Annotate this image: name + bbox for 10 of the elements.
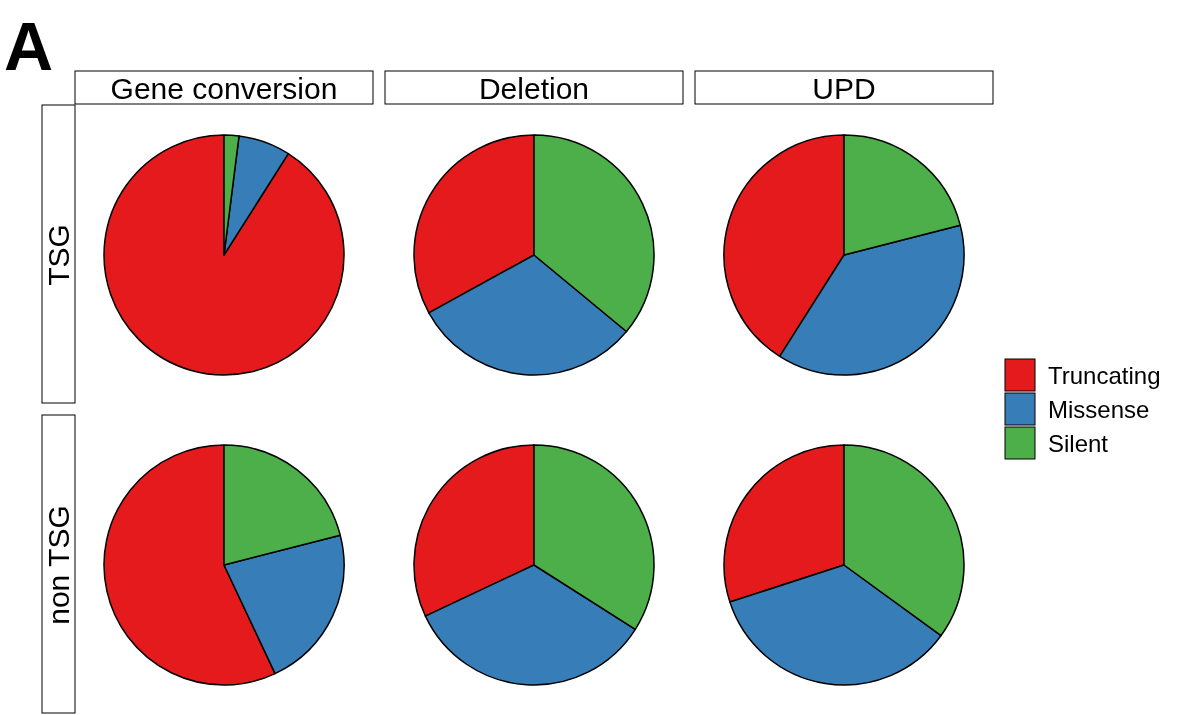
- text: TSG: [42, 224, 75, 286]
- legend-label: Missense: [1048, 396, 1150, 423]
- legend-label: Truncating: [1048, 362, 1161, 389]
- text: A: [4, 8, 54, 84]
- chart-title: UPD: [812, 72, 876, 105]
- legend-label: Silent: [1048, 430, 1109, 457]
- chart-title: Gene conversion: [110, 72, 338, 105]
- chart-title: Deletion: [478, 72, 590, 105]
- pie-slice: [103, 134, 345, 376]
- text: non TSG: [42, 505, 75, 625]
